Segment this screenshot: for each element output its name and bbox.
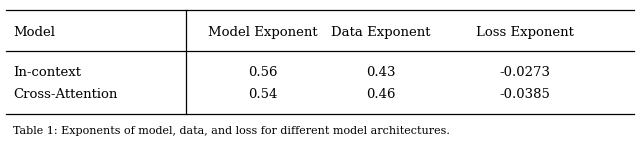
- Text: Model Exponent: Model Exponent: [207, 26, 317, 39]
- Text: Cross-Attention: Cross-Attention: [13, 88, 117, 101]
- Text: 0.56: 0.56: [248, 66, 277, 80]
- Text: Loss Exponent: Loss Exponent: [476, 26, 573, 39]
- Text: Model: Model: [13, 26, 55, 39]
- Text: -0.0385: -0.0385: [499, 88, 550, 101]
- Text: Data Exponent: Data Exponent: [331, 26, 431, 39]
- Text: 0.54: 0.54: [248, 88, 277, 101]
- Text: Table 1: Exponents of model, data, and loss for different model architectures.: Table 1: Exponents of model, data, and l…: [13, 126, 450, 136]
- Text: In-context: In-context: [13, 66, 81, 80]
- Text: 0.46: 0.46: [366, 88, 396, 101]
- Text: -0.0273: -0.0273: [499, 66, 550, 80]
- Text: 0.43: 0.43: [366, 66, 396, 80]
